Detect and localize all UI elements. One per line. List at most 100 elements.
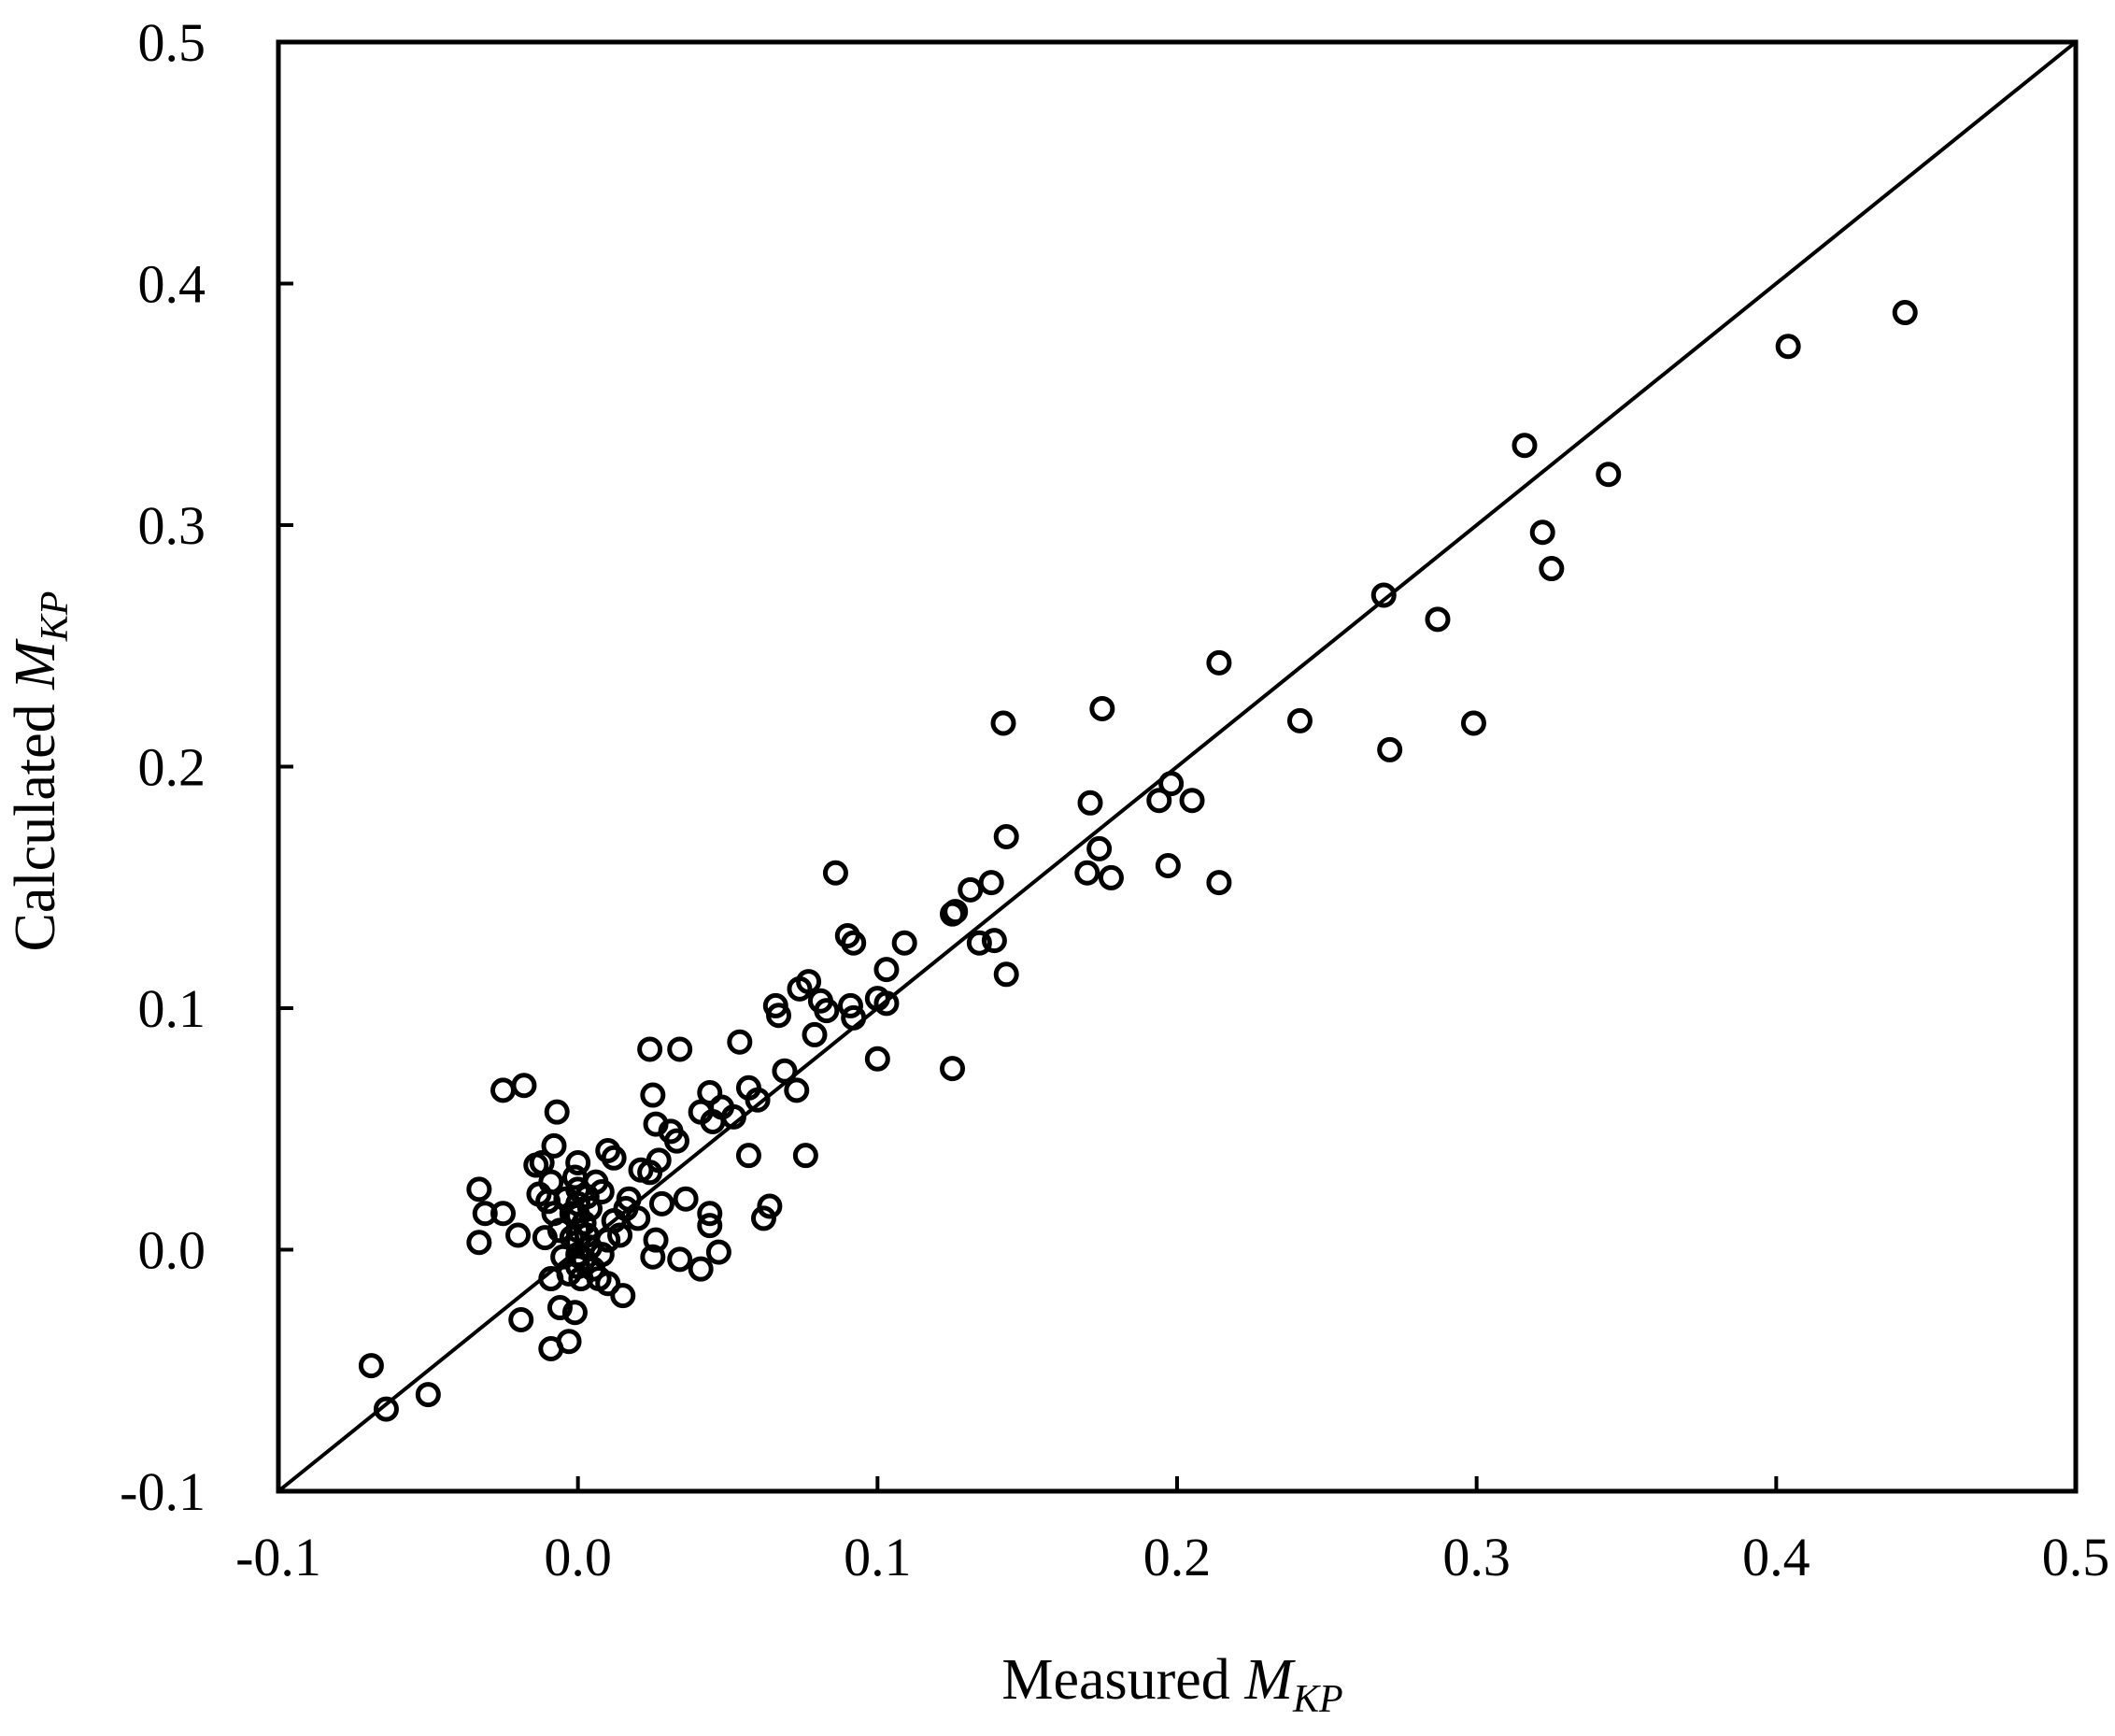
data-point-68 [750,1205,776,1231]
data-point-2 [1512,433,1538,459]
data-point-52 [772,1058,798,1084]
x-tick-label-4: 0.3 [1442,1527,1511,1587]
data-point-89 [613,1196,639,1222]
data-point-7 [1425,606,1451,633]
data-point-74 [688,1256,714,1282]
data-point-132 [538,1266,564,1292]
data-point-28 [943,899,969,925]
data-point-108 [565,1149,591,1175]
data-point-35 [993,961,1019,988]
data-point-64 [663,1128,689,1154]
y-tick-label-3: 0.2 [138,737,206,798]
data-point-69 [697,1201,723,1227]
data-point-141 [373,1396,399,1422]
data-point-10 [1286,707,1313,733]
data-point-53 [784,1077,810,1103]
data-point-26 [978,870,1004,896]
y-tick-label-5: 0.4 [138,254,206,315]
data-point-133 [546,1295,573,1321]
x-axis-title-text: Measured [1001,1648,1244,1712]
data-point-120 [523,1152,549,1178]
data-point-66 [792,1143,818,1169]
data-point-137 [508,1306,534,1332]
data-point-45 [873,990,900,1017]
y-tick-label-0: -0.1 [120,1461,206,1522]
data-point-34 [873,957,900,983]
data-point-11 [1460,710,1486,736]
data-point-16 [1179,788,1205,814]
data-point-20 [1074,860,1100,886]
data-point-18 [1086,835,1113,861]
data-point-128 [490,1201,516,1227]
data-point-61 [640,1082,666,1108]
data-point-110 [559,1201,585,1227]
data-point-31 [981,928,1007,954]
data-point-23 [993,823,1019,849]
data-point-13 [990,710,1016,736]
y-axis-ticks: -0.1 0.0 0.1 0.2 0.3 0.4 0.5 [120,12,293,1522]
data-point-0 [1892,300,1918,326]
data-point-123 [544,1099,570,1125]
data-point-122 [532,1225,558,1251]
data-point-50 [637,1036,663,1062]
one-to-one-reference-line [277,40,2078,1493]
data-point-15 [1146,788,1172,814]
data-point-48 [940,1056,965,1082]
data-point-109 [561,1164,588,1190]
data-point-47 [864,1046,890,1072]
plot-area [276,39,2079,1494]
y-axis-title-subscript: KP [34,591,77,643]
y-axis-title-symbol: M [4,638,67,690]
data-point-37 [787,975,813,1002]
data-point-126 [490,1077,516,1103]
x-tick-label-3: 0.2 [1143,1527,1212,1587]
data-point-51 [667,1036,693,1062]
data-points [358,300,1918,1422]
data-point-5 [1539,556,1565,582]
y-tick-label-4: 0.3 [138,495,206,556]
x-tick-label-1: 0.0 [544,1527,612,1587]
data-point-142 [415,1382,441,1408]
data-point-21 [1098,864,1124,890]
data-point-12 [1089,695,1115,721]
data-point-8 [1206,649,1232,676]
data-point-107 [568,1266,594,1292]
data-point-140 [358,1353,384,1379]
y-tick-label-1: 0.0 [138,1220,206,1281]
data-point-85 [610,1283,636,1309]
data-point-73 [667,1246,693,1273]
x-axis-title: Measured MKP [1001,1648,1342,1721]
data-point-60 [700,1108,726,1134]
data-point-14 [1158,771,1185,797]
data-point-6 [1370,582,1397,608]
data-point-42 [837,992,863,1018]
data-point-49 [727,1029,753,1055]
data-point-124 [541,1132,567,1159]
data-point-138 [589,1242,615,1268]
data-point-129 [472,1201,498,1227]
x-tick-label-6: 0.5 [2042,1527,2110,1587]
data-point-136 [538,1335,564,1361]
x-axis-title-subscript: KP [1292,1678,1343,1721]
data-point-114 [550,1244,576,1270]
data-point-77 [628,1157,654,1183]
y-tick-label-2: 0.1 [138,978,206,1039]
data-point-46 [802,1021,828,1047]
data-point-17 [1077,790,1103,816]
data-point-131 [466,1230,492,1256]
x-axis-title-symbol: M [1243,1648,1296,1712]
data-point-4 [1529,519,1555,546]
data-point-83 [643,1227,669,1253]
data-point-130 [466,1176,492,1202]
data-point-84 [640,1244,666,1270]
data-point-116 [541,1201,567,1227]
data-point-55 [745,1087,771,1113]
data-point-65 [735,1143,761,1169]
data-point-139 [595,1227,621,1253]
data-point-56 [697,1079,723,1105]
data-point-22 [1206,870,1232,896]
data-point-1 [1775,334,1801,360]
data-point-39 [766,1003,792,1029]
data-point-25 [958,876,984,903]
data-point-30 [966,930,992,956]
